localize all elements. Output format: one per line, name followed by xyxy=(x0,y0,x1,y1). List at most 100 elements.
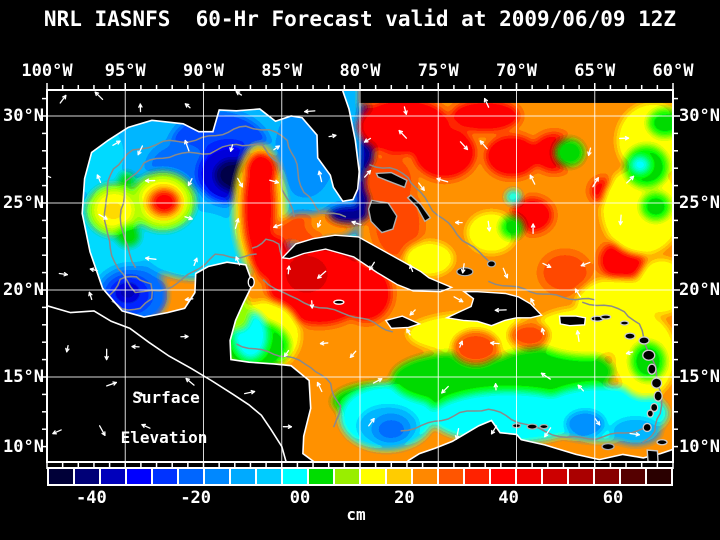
colorbar-tick-label: -20 xyxy=(180,488,212,508)
current-vector-arrow xyxy=(273,145,280,151)
current-vector-arrow xyxy=(193,257,198,267)
bathymetry-contour xyxy=(369,163,490,263)
lat-axis-label-left: 15°N xyxy=(3,367,44,387)
current-vector-arrow xyxy=(454,428,460,440)
ssh-blob xyxy=(114,281,141,304)
current-vector-arrow xyxy=(363,137,372,143)
bathymetry-contour xyxy=(236,343,342,428)
current-vector-arrow xyxy=(184,297,194,302)
current-vector-arrow xyxy=(618,214,623,226)
colorbar-tick-label: 20 xyxy=(394,488,415,508)
lon-axis-label: 60°W xyxy=(652,61,694,81)
ssh-blob xyxy=(102,200,125,221)
lat-axis-label-left: 20°N xyxy=(3,280,44,300)
ssh-blob xyxy=(554,138,585,167)
current-vector-arrow xyxy=(418,182,425,191)
ssh-blob xyxy=(413,126,476,179)
current-vector-arrow xyxy=(141,423,151,429)
current-vector-arrow xyxy=(137,145,144,156)
current-vector-arrow xyxy=(453,296,464,303)
current-vector-arrow xyxy=(319,341,329,346)
ssh-blob xyxy=(500,216,524,239)
colorbar-cell xyxy=(595,469,619,484)
current-vector-arrow xyxy=(59,94,67,104)
colorbar-tick-label: 40 xyxy=(498,488,519,508)
current-vector-arrow xyxy=(580,261,591,267)
colorbar-cell xyxy=(465,469,489,484)
current-vector-arrow xyxy=(349,350,357,359)
land-mask-south-america xyxy=(407,420,673,462)
current-vector-arrow xyxy=(283,349,290,358)
lon-axis-label: 95°W xyxy=(104,61,146,81)
current-vector-arrow xyxy=(145,256,157,261)
lat-axis-label-right: 20°N xyxy=(679,280,720,300)
colorbar-cell xyxy=(75,469,99,484)
colorbar-cell xyxy=(231,469,255,484)
current-vector-arrow xyxy=(235,256,241,266)
colorbar-cell xyxy=(491,469,515,484)
colorbar-unit-label: cm xyxy=(346,505,366,524)
current-vector-arrow xyxy=(235,90,243,96)
ssh-blob xyxy=(341,265,392,322)
current-vector-arrow xyxy=(309,300,315,309)
ssh-blob xyxy=(485,135,539,177)
ssh-blob xyxy=(452,330,500,365)
current-vector-arrow xyxy=(502,267,509,279)
current-vector-arrow xyxy=(574,288,581,298)
current-vector-arrow xyxy=(409,309,416,316)
colorbar-cell xyxy=(153,469,177,484)
current-vector-arrow xyxy=(106,381,117,387)
ssh-blob xyxy=(539,251,591,294)
bathymetry-contour xyxy=(488,280,595,301)
current-vector-arrow xyxy=(490,340,500,346)
map-frame xyxy=(46,89,674,463)
lon-axis-label: 100°W xyxy=(21,61,73,81)
bathymetry-contour xyxy=(109,275,154,311)
lon-axis-label: 90°W xyxy=(183,61,224,81)
ssh-blob xyxy=(152,191,177,213)
colorbar-cell xyxy=(335,469,359,484)
current-vector-arrow xyxy=(269,179,279,185)
island-dot xyxy=(650,377,663,389)
ssh-blob xyxy=(630,342,666,381)
current-vector-arrow xyxy=(409,264,414,273)
current-vector-arrow xyxy=(52,429,62,435)
current-vector-arrow xyxy=(112,140,121,146)
current-vector-arrow xyxy=(618,135,630,141)
current-vector-arrow xyxy=(317,270,327,279)
current-vector-arrow xyxy=(184,103,191,109)
current-vector-arrow xyxy=(544,427,552,438)
current-vector-arrow xyxy=(184,215,193,221)
ssh-blob xyxy=(328,205,370,224)
colorbar-cell xyxy=(101,469,125,484)
ssh-blob xyxy=(637,258,673,315)
lat-axis-label-left: 25°N xyxy=(3,193,44,213)
current-vector-arrow xyxy=(436,177,449,183)
island-puerto-rico xyxy=(558,315,587,327)
lon-axis-label: 65°W xyxy=(574,61,616,81)
figure-title: NRL IASNFS 60-Hr Forecast valid at 2009/… xyxy=(43,7,677,31)
colorbar-cell xyxy=(309,469,333,484)
island-hispaniola xyxy=(444,291,543,327)
current-vector-arrow xyxy=(58,271,68,277)
ssh-blob xyxy=(488,347,614,397)
current-vector-arrow xyxy=(530,223,536,234)
current-vector-arrow xyxy=(89,267,98,272)
axis-ticks xyxy=(40,83,680,469)
current-vector-arrow xyxy=(316,381,323,393)
lat-axis-label-right: 10°N xyxy=(679,437,720,457)
current-vector-arrow xyxy=(458,340,464,348)
current-vector-arrow xyxy=(145,178,156,183)
lon-axis-label: 80°W xyxy=(339,61,381,81)
current-vector-arrow xyxy=(540,372,551,380)
island-cuba xyxy=(281,234,454,293)
lat-axis-label-right: 25°N xyxy=(679,193,720,213)
colorbar-cell xyxy=(127,469,151,484)
island-dot xyxy=(601,442,615,451)
colorbar-tick-label: -40 xyxy=(75,488,107,508)
current-vector-arrow xyxy=(479,140,488,150)
bathymetry-contour xyxy=(251,238,283,258)
island-dot xyxy=(642,349,656,361)
